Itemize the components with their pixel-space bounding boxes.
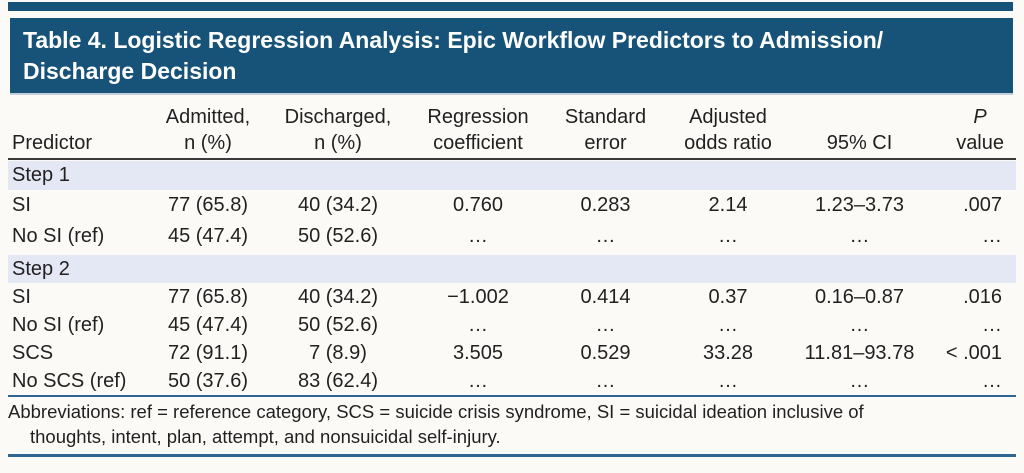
section-step-2: SI 77 (65.8) 40 (34.2) −1.002 0.414 0.37… [8, 283, 1016, 397]
logistic-regression-table: Predictor Admitted, n (%) Discharged, n … [8, 96, 1016, 397]
table-row-si-step2: SI 77 (65.8) 40 (34.2) −1.002 0.414 0.37… [8, 283, 1016, 311]
cell-standard-error: 0.283 [580, 194, 631, 216]
cell-standard-error: … [595, 225, 616, 247]
cell-adjusted-odds-ratio: 33.28 [702, 342, 754, 364]
cell-admitted: 50 (37.6) [167, 370, 249, 392]
cell-admitted: 77 (65.8) [167, 286, 249, 308]
cell-p-value: … [982, 314, 1002, 336]
cell-p-value: … [982, 370, 1002, 392]
header-line: Discharged, [284, 106, 392, 128]
header-line: odds ratio [684, 132, 772, 154]
cell-p-value: .016 [963, 286, 1002, 308]
header-line: n (%) [314, 132, 362, 154]
cell-p-value: .007 [963, 194, 1002, 216]
column-header-standard-error: Standard error [548, 104, 663, 156]
cell-predictor: No SI (ref) [12, 225, 105, 247]
cell-p-value: … [982, 225, 1002, 247]
cell-standard-error: 0.529 [580, 342, 631, 364]
cell-95-ci: … [849, 314, 870, 336]
cell-standard-error: … [595, 314, 616, 336]
cell-95-ci: 1.23–3.73 [815, 194, 904, 216]
header-line: Admitted, [165, 106, 251, 128]
cell-predictor: SI [12, 286, 31, 308]
cell-regression-coefficient: … [468, 314, 488, 336]
column-header-95-ci: 95% CI [793, 130, 926, 156]
cell-regression-coefficient: … [468, 225, 488, 247]
cell-95-ci: … [849, 225, 870, 247]
section-label: Step 1 [12, 164, 70, 186]
cell-predictor: SI [12, 194, 31, 216]
cell-admitted: 45 (47.4) [167, 225, 249, 247]
table-row-no-scs: No SCS (ref) 50 (37.6) 83 (62.4) … … … …… [8, 367, 1016, 395]
header-line: 95% CI [826, 132, 893, 154]
table-title-banner: Table 4. Logistic Regression Analysis: E… [10, 18, 1013, 95]
header-line: P [973, 106, 987, 128]
table-row-si-step1: SI 77 (65.8) 40 (34.2) 0.760 0.283 2.14 … [8, 190, 1016, 221]
table-title: Table 4. Logistic Regression Analysis: E… [10, 18, 1013, 87]
column-header-admitted: Admitted, n (%) [148, 104, 268, 156]
cell-discharged: 50 (52.6) [297, 314, 379, 336]
column-header-predictor: Predictor [8, 130, 148, 156]
cell-admitted: 72 (91.1) [167, 342, 249, 364]
section-step-1: SI 77 (65.8) 40 (34.2) 0.760 0.283 2.14 … [8, 190, 1016, 252]
cell-discharged: 40 (34.2) [297, 194, 379, 216]
cell-adjusted-odds-ratio: … [718, 370, 738, 392]
header-line: error [584, 132, 627, 154]
table-title-line1: Table 4. Logistic Regression Analysis: E… [23, 27, 884, 53]
cell-regression-coefficient: −1.002 [447, 286, 509, 308]
header-line: Adjusted [689, 106, 767, 128]
cell-95-ci: 11.81–93.78 [804, 342, 915, 364]
cell-95-ci: … [849, 370, 870, 392]
header-line: n (%) [184, 132, 232, 154]
table-title-line2: Discharge Decision [23, 58, 237, 84]
cell-regression-coefficient: … [468, 370, 488, 392]
header-line: Standard [564, 106, 647, 128]
table-footnote: Abbreviations: ref = reference category,… [8, 397, 1016, 457]
footnote-line2: thoughts, intent, plan, attempt, and non… [30, 426, 501, 447]
header-stack: P value [956, 104, 1004, 156]
cell-adjusted-odds-ratio: 2.14 [708, 194, 748, 216]
table-header-row: Predictor Admitted, n (%) Discharged, n … [8, 96, 1016, 160]
cell-predictor: No SCS (ref) [12, 370, 127, 392]
cell-admitted: 77 (65.8) [167, 194, 249, 216]
column-header-adjusted-odds-ratio: Adjusted odds ratio [663, 104, 793, 156]
column-header-discharged: Discharged, n (%) [268, 104, 408, 156]
table-row-no-si-step2: No SI (ref) 45 (47.4) 50 (52.6) … … … … … [8, 311, 1016, 339]
section-header-step-2: Step 2 [8, 255, 1016, 283]
cell-95-ci: 0.16–0.87 [815, 286, 904, 308]
section-label: Step 2 [12, 258, 70, 280]
cell-discharged: 40 (34.2) [297, 286, 379, 308]
cell-admitted: 45 (47.4) [167, 314, 249, 336]
cell-discharged: 50 (52.6) [297, 225, 379, 247]
cell-standard-error: … [595, 370, 616, 392]
header-line: value [956, 132, 1004, 154]
footnote-line1: Abbreviations: ref = reference category,… [8, 401, 864, 422]
cell-discharged: 7 (8.9) [309, 342, 367, 364]
cell-regression-coefficient: 3.505 [452, 342, 504, 364]
table-row-no-si-step1: No SI (ref) 45 (47.4) 50 (52.6) … … … … … [8, 221, 1016, 252]
column-header-regression-coefficient: Regression coefficient [408, 104, 548, 156]
cell-adjusted-odds-ratio: 0.37 [708, 286, 748, 308]
cell-predictor: SCS [12, 342, 54, 364]
cell-adjusted-odds-ratio: … [718, 225, 738, 247]
header-line: Predictor [12, 132, 93, 154]
cell-predictor: No SI (ref) [12, 314, 105, 336]
cell-standard-error: 0.414 [580, 286, 631, 308]
table-row-scs: SCS 72 (91.1) 7 (8.9) 3.505 0.529 33.28 … [8, 339, 1016, 367]
header-line: Regression [427, 106, 529, 128]
column-header-p-value: P value [926, 104, 1016, 156]
header-line: coefficient [433, 132, 523, 154]
cell-adjusted-odds-ratio: … [718, 314, 738, 336]
cell-discharged: 83 (62.4) [297, 370, 379, 392]
section-header-step-1: Step 1 [8, 161, 1016, 190]
top-divider-bar [8, 2, 1013, 11]
cell-regression-coefficient: 0.760 [452, 194, 504, 216]
cell-p-value: < .001 [945, 342, 1002, 364]
